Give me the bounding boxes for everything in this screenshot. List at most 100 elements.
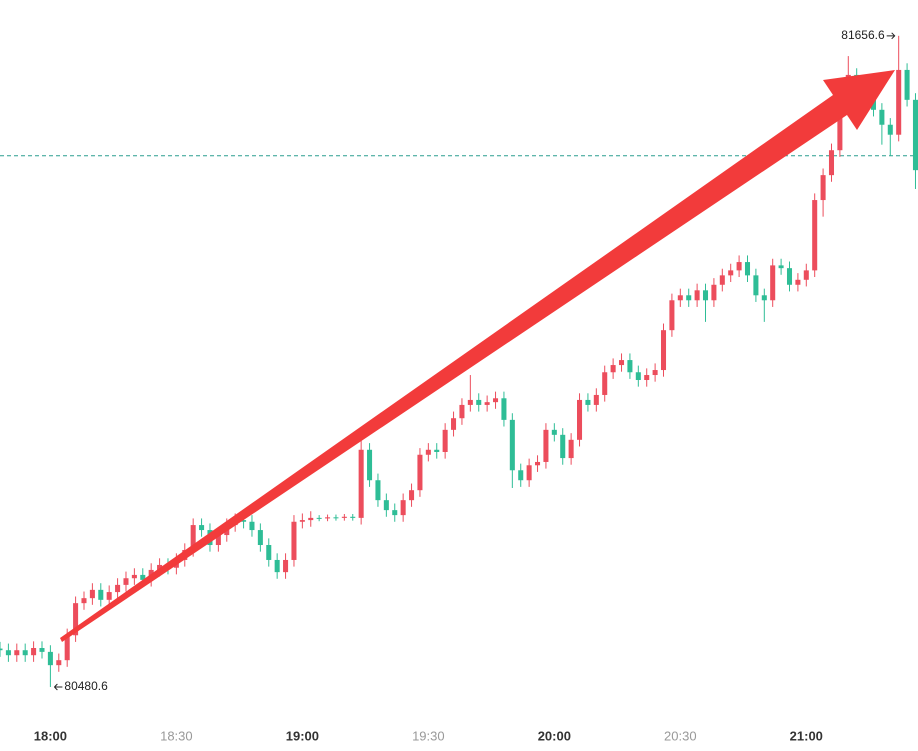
candle-body bbox=[677, 295, 683, 301]
candle-body bbox=[341, 516, 347, 518]
candle-body bbox=[115, 584, 121, 593]
annotations: 81656.6 80480.6 bbox=[54, 28, 896, 693]
candle-body bbox=[299, 520, 305, 522]
candle-body bbox=[786, 268, 793, 285]
candle-body bbox=[14, 650, 20, 656]
candle-body bbox=[744, 262, 751, 276]
candle-body bbox=[770, 265, 776, 301]
candle-body bbox=[39, 648, 45, 652]
candle-body bbox=[131, 574, 137, 579]
candle-body bbox=[761, 295, 767, 301]
candle-body bbox=[283, 559, 289, 573]
candle-body bbox=[736, 262, 742, 271]
candle-body bbox=[266, 545, 272, 560]
candle-body bbox=[73, 603, 79, 636]
candle-body bbox=[400, 500, 406, 516]
candle-body bbox=[904, 69, 910, 100]
x-tick-label: 18:00 bbox=[34, 728, 67, 743]
candle-body bbox=[123, 578, 129, 585]
candle-body bbox=[81, 598, 87, 604]
candle-body bbox=[241, 520, 247, 522]
candle-body bbox=[442, 429, 448, 452]
candle-body bbox=[828, 150, 835, 176]
candle-body bbox=[274, 559, 280, 573]
candle-body bbox=[257, 530, 263, 546]
candle-body bbox=[719, 275, 725, 285]
candle-body bbox=[467, 399, 473, 405]
candle-body bbox=[501, 398, 507, 420]
candle-body bbox=[64, 635, 70, 661]
candle-body bbox=[879, 109, 885, 125]
candle-body bbox=[896, 69, 902, 135]
candle-body bbox=[56, 660, 62, 666]
max-label: 81656.6 bbox=[841, 28, 885, 42]
candle-body bbox=[535, 461, 541, 466]
candle-body bbox=[157, 564, 163, 570]
x-tick-label: 21:00 bbox=[790, 728, 823, 743]
candle-body bbox=[375, 480, 381, 501]
x-tick-label: 19:30 bbox=[412, 728, 445, 743]
candle-body bbox=[644, 375, 650, 381]
candle-body bbox=[618, 360, 625, 366]
candle-body bbox=[249, 521, 255, 531]
x-tick-label: 18:30 bbox=[160, 728, 193, 743]
candle-body bbox=[215, 535, 221, 546]
min-label: 80480.6 bbox=[64, 679, 108, 693]
candle-body bbox=[887, 124, 893, 135]
candle-body bbox=[350, 516, 356, 518]
candle-body bbox=[409, 490, 415, 501]
candle-body bbox=[484, 402, 490, 405]
candle-body bbox=[669, 300, 675, 331]
candle-body bbox=[308, 517, 314, 521]
trend-arrow bbox=[60, 70, 895, 642]
candle-body bbox=[577, 399, 583, 440]
candle-body bbox=[459, 404, 465, 419]
candle-body bbox=[820, 175, 826, 201]
candle-body bbox=[0, 648, 3, 651]
candle-body bbox=[434, 449, 440, 452]
candle-body bbox=[417, 454, 423, 491]
x-tick-label: 19:00 bbox=[286, 728, 319, 743]
candle-body bbox=[728, 270, 734, 276]
candle-body bbox=[392, 510, 398, 516]
candle-body bbox=[190, 525, 196, 550]
candle-body bbox=[518, 470, 524, 481]
candle-body bbox=[795, 279, 801, 285]
candle-body bbox=[425, 449, 431, 455]
candle-body bbox=[333, 517, 339, 519]
candle-body bbox=[593, 394, 599, 405]
candle-body bbox=[89, 589, 95, 599]
candle-body bbox=[509, 419, 515, 471]
candle-body bbox=[47, 651, 53, 666]
candle-body bbox=[610, 365, 616, 373]
candle-body bbox=[686, 295, 692, 301]
x-tick-label: 20:30 bbox=[664, 728, 697, 743]
candle-body bbox=[5, 650, 11, 656]
candle-body bbox=[627, 360, 633, 373]
candle-body bbox=[199, 525, 205, 531]
candle-body bbox=[660, 330, 667, 371]
candle-body bbox=[753, 275, 759, 296]
candle-body bbox=[106, 592, 112, 600]
candle-body bbox=[837, 109, 843, 151]
candle-body bbox=[560, 434, 566, 459]
candle-body bbox=[812, 200, 818, 271]
candle-body bbox=[140, 574, 146, 580]
candle-body bbox=[358, 449, 364, 518]
max-pointer bbox=[886, 32, 896, 40]
candle-body bbox=[493, 398, 499, 403]
candle-body bbox=[585, 399, 591, 405]
candle-body bbox=[451, 418, 457, 430]
candle-body bbox=[635, 372, 641, 381]
candle-body bbox=[316, 517, 322, 519]
candle-body bbox=[367, 449, 373, 481]
candle-body bbox=[551, 429, 557, 435]
candle-body bbox=[98, 589, 104, 600]
candle-body bbox=[702, 290, 709, 301]
candle-body bbox=[652, 370, 658, 376]
candle-body bbox=[694, 290, 700, 301]
candle-body bbox=[526, 465, 532, 481]
candle-body bbox=[711, 284, 717, 301]
candle-body bbox=[912, 99, 918, 171]
